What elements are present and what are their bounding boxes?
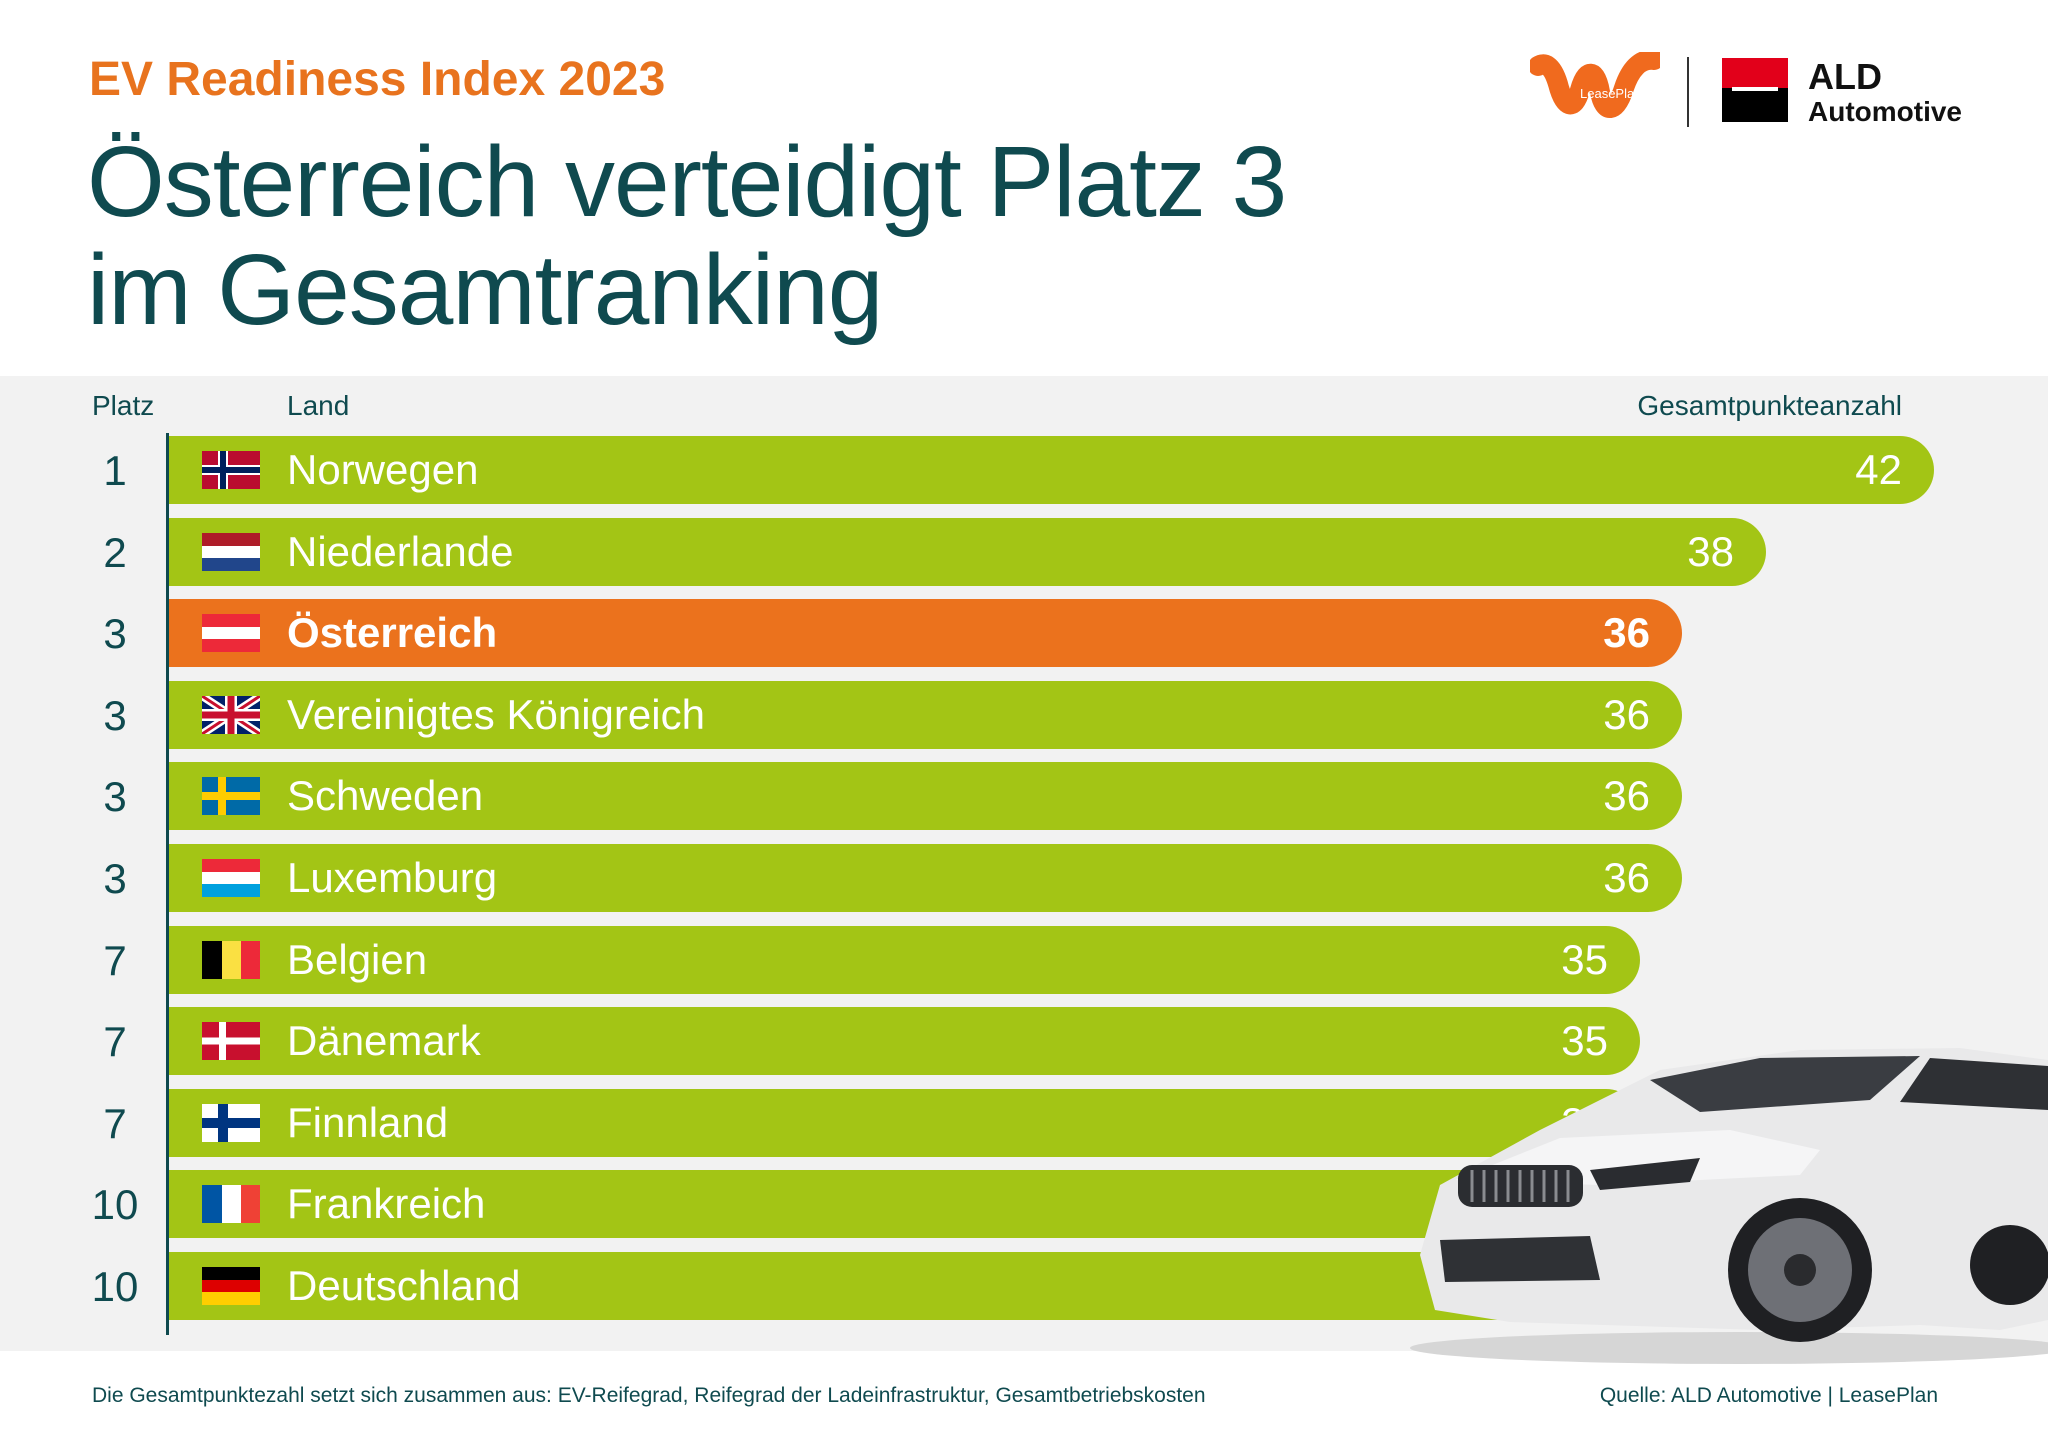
- bar-row: 3 Österreich 36: [0, 599, 2048, 669]
- rank-label: 7: [103, 1099, 127, 1147]
- norway-flag-icon: [202, 451, 260, 489]
- subtitle: EV Readiness Index 2023: [89, 53, 666, 106]
- bar: [169, 1088, 1640, 1157]
- leaseplan-logo: [1530, 52, 1660, 118]
- bar-row: 10Frankreich33: [0, 1170, 2048, 1240]
- country-label: Niederlande: [287, 527, 514, 575]
- bar: [169, 599, 1682, 668]
- luxembourg-flag-icon: [202, 859, 260, 897]
- rank-label: 3: [103, 610, 127, 658]
- bar: [169, 762, 1682, 831]
- bar-row: 2 Niederlande 38: [0, 517, 2048, 588]
- rank-label: 7: [103, 1018, 127, 1066]
- finland-flag-icon: [202, 1103, 260, 1142]
- country-label: Dänemark: [287, 1017, 481, 1065]
- rank-label: 2: [103, 528, 127, 576]
- country-label: Österreich: [287, 609, 498, 657]
- page-title: Österreich verteidigt Platz 3 im Gesamtr…: [87, 126, 1287, 346]
- leaseplan-wordmark: LeasePlan: [1580, 86, 1642, 101]
- country-label: Finnland: [287, 1098, 449, 1146]
- bar-row: 3 Luxemburg 36: [0, 844, 2048, 914]
- rank-label: 3: [103, 855, 127, 902]
- value-label: 36: [1603, 854, 1650, 901]
- column-header-rank: Platz: [92, 390, 155, 421]
- column-header-country: Land: [287, 390, 350, 421]
- country-label: Deutschland: [287, 1262, 521, 1309]
- value-label: 38: [1687, 527, 1734, 575]
- chart-axis-line: [166, 433, 169, 1335]
- footnote: Die Gesamtpunktezahl setzt sich zusammen…: [92, 1384, 1206, 1407]
- bar-row: 7 Dänemark 35: [0, 1007, 2048, 1077]
- france-flag-icon: [202, 1185, 260, 1224]
- value-label: 35: [1561, 1017, 1608, 1065]
- value-label: 36: [1603, 609, 1650, 657]
- country-label: Vereinigtes Königreich: [287, 690, 705, 738]
- bar: [169, 436, 1934, 504]
- country-label: Schweden: [287, 772, 484, 820]
- country-label: Frankreich: [287, 1180, 486, 1228]
- germany-flag-icon: [202, 1267, 260, 1305]
- bar: [169, 1170, 1556, 1239]
- bar: [169, 1007, 1640, 1076]
- bar-row: 7 Belgien 35: [0, 925, 2048, 996]
- country-label: Norwegen: [287, 446, 479, 493]
- source-note: Quelle: ALD Automotive | LeasePlan: [1599, 1384, 1938, 1407]
- austria-flag-icon: [202, 614, 260, 653]
- value-label: 36: [1603, 772, 1650, 820]
- bar-row: 3 Schweden 36: [0, 762, 2048, 832]
- title-line-1: Österreich verteidigt Platz 3: [87, 126, 1287, 238]
- denmark-flag-icon: [202, 1022, 260, 1061]
- ald-logo-mark: [1722, 58, 1788, 122]
- rank-label: 3: [103, 691, 127, 739]
- rank-label: 1: [103, 447, 127, 494]
- ald-wordmark: ALD: [1808, 56, 1882, 97]
- belgium-flag-icon: [202, 940, 260, 979]
- rank-label: 10: [91, 1181, 139, 1229]
- logo-divider: [1687, 57, 1689, 127]
- value-label: 36: [1603, 690, 1650, 738]
- title-line-2: im Gesamtranking: [87, 234, 883, 346]
- bar: [169, 517, 1766, 586]
- bar: [169, 925, 1640, 994]
- bar: [169, 680, 1682, 749]
- bar: [169, 1252, 1556, 1320]
- bar-row: 1 Norwegen 42: [0, 436, 2048, 506]
- bar-row: 10Deutschland33: [0, 1252, 2048, 1322]
- bar: [169, 844, 1682, 912]
- netherlands-flag-icon: [202, 532, 260, 571]
- rank-label: 3: [103, 773, 127, 821]
- sweden-flag-icon: [202, 777, 260, 816]
- country-label: Luxemburg: [287, 854, 498, 901]
- rank-label: 10: [91, 1263, 139, 1310]
- rank-label: 7: [103, 936, 127, 984]
- country-label: Belgien: [287, 935, 428, 983]
- car-image: [1410, 1048, 2048, 1364]
- column-header-score: Gesamtpunkteanzahl: [1637, 390, 1902, 421]
- bar-row: 7Finnland35: [0, 1088, 2048, 1159]
- uk-flag-icon: [202, 695, 260, 734]
- value-label: 42: [1855, 446, 1902, 493]
- logo-area: LeasePlan ALD Automotive: [1530, 52, 1970, 132]
- bar-row: 3 Vereinigtes Königreich 36: [0, 680, 2048, 751]
- ald-wordmark-sub: Automotive: [1808, 96, 1962, 127]
- value-label: 35: [1561, 935, 1608, 983]
